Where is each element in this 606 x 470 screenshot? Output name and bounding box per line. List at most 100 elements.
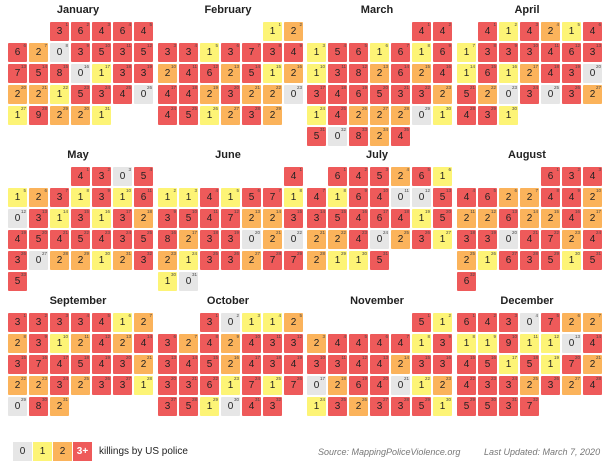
day-number: 9 xyxy=(173,209,176,214)
day-number: 7 xyxy=(257,43,260,48)
day-number: 26 xyxy=(296,376,302,381)
day-cell: 20 3 xyxy=(221,85,240,104)
day-number: 18 xyxy=(403,209,409,214)
day-value: 3 xyxy=(526,89,533,100)
day-value: 1 xyxy=(290,192,297,203)
day-value: 9 xyxy=(505,338,512,349)
day-value: 1 xyxy=(376,47,383,58)
day-number: 31 xyxy=(382,251,388,256)
day-number: 5 xyxy=(23,188,26,193)
day-number: 22 xyxy=(296,230,302,235)
day-value: 0 xyxy=(14,213,21,224)
day-number: 8 xyxy=(299,188,302,193)
day-value: 3 xyxy=(463,234,470,245)
day-number: 6 xyxy=(385,43,388,48)
day-cell: 20 3 xyxy=(158,376,177,395)
day-cell: 16 0 xyxy=(71,64,90,83)
day-value: 1 xyxy=(185,192,192,203)
day-value: 1 xyxy=(313,47,320,58)
day-value: 4 xyxy=(98,338,105,349)
day-number: 7 xyxy=(535,188,538,193)
day-number: 17 xyxy=(595,209,601,214)
day-value: 2 xyxy=(376,131,383,142)
day-number: 28 xyxy=(254,106,260,111)
day-value: 2 xyxy=(290,68,297,79)
day-cell: 27 3 xyxy=(113,376,132,395)
day-value: 3 xyxy=(418,234,425,245)
day-number: 27 xyxy=(445,230,451,235)
day-value: 4 xyxy=(397,131,404,142)
day-cell: 31 2 xyxy=(50,397,69,416)
day-number: 1 xyxy=(65,22,68,27)
day-cell: 19 3 xyxy=(134,64,153,83)
day-number: 14 xyxy=(595,334,601,339)
day-number: 3 xyxy=(514,313,517,318)
day-cell: 22 4 xyxy=(457,376,476,395)
day-value: 6 xyxy=(463,317,470,328)
day-number: 29 xyxy=(83,251,89,256)
day-cell: 25 2 xyxy=(71,376,90,395)
day-value: 4 xyxy=(56,359,63,370)
day-number: 1 xyxy=(86,167,89,172)
day-cell: 17 4 xyxy=(158,85,177,104)
day-value: 4 xyxy=(589,234,596,245)
day-cell: 19 4 xyxy=(8,230,27,249)
day-number: 27 xyxy=(41,251,47,256)
day-number: 25 xyxy=(469,251,475,256)
day-number: 26 xyxy=(424,230,430,235)
day-value: 1 xyxy=(185,255,192,266)
day-number: 2 xyxy=(107,167,110,172)
day-cell: 15 6 xyxy=(478,64,497,83)
day-number: 7 xyxy=(406,334,409,339)
day-cell: 13 3 xyxy=(583,43,602,62)
day-number: 20 xyxy=(20,85,26,90)
day-number: 1 xyxy=(278,22,281,27)
day-cell: 12 0 xyxy=(8,209,27,228)
day-number: 2 xyxy=(448,313,451,318)
day-number: 17 xyxy=(62,355,68,360)
day-number: 2 xyxy=(44,313,47,318)
day-value: 7 xyxy=(526,401,533,412)
day-value: 8 xyxy=(355,68,362,79)
day-cell: 16 1 xyxy=(92,209,111,228)
day-value: 3 xyxy=(484,380,491,391)
day-number: 11 xyxy=(404,188,409,193)
day-number: 18 xyxy=(275,355,281,360)
day-number: 13 xyxy=(445,188,451,193)
day-number: 10 xyxy=(62,334,68,339)
day-number: 29 xyxy=(212,397,218,402)
day-value: 3 xyxy=(185,47,192,58)
day-number: 22 xyxy=(340,230,346,235)
day-number: 7 xyxy=(322,188,325,193)
day-value: 5 xyxy=(334,47,341,58)
day-number: 3 xyxy=(173,43,176,48)
day-number: 11 xyxy=(192,64,197,69)
day-value: 3 xyxy=(484,234,491,245)
day-value: 3 xyxy=(376,401,383,412)
day-number: 26 xyxy=(574,85,580,90)
month-title: May xyxy=(67,149,89,161)
day-number: 24 xyxy=(104,85,110,90)
day-value: 3 xyxy=(484,47,491,58)
day-cell: 26 3 xyxy=(8,251,27,270)
day-number: 1 xyxy=(215,313,218,318)
day-value: 5 xyxy=(35,68,42,79)
day-value: 0 xyxy=(313,380,320,391)
day-cell: 22 0 xyxy=(284,230,303,249)
day-value: 3 xyxy=(119,47,126,58)
day-number: 25 xyxy=(340,106,346,111)
day-value: 4 xyxy=(589,380,596,391)
day-value: 4 xyxy=(98,317,105,328)
day-cell: 15 2 xyxy=(541,209,560,228)
